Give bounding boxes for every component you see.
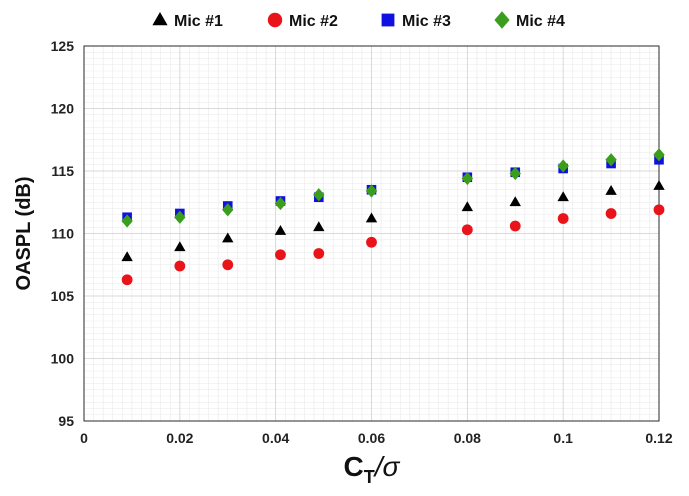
x-tick-label: 0.12 xyxy=(645,430,672,446)
series-4 xyxy=(121,148,665,228)
data-point xyxy=(222,232,234,243)
data-point xyxy=(222,259,234,271)
data-point xyxy=(509,196,521,207)
legend-label: Mic #1 xyxy=(174,13,223,30)
y-tick-label: 120 xyxy=(51,101,75,117)
y-tick-label: 95 xyxy=(58,413,74,429)
data-point xyxy=(557,191,569,202)
y-axis-label: OASPL (dB) xyxy=(13,176,35,290)
data-point xyxy=(366,236,377,248)
data-point xyxy=(461,171,474,186)
y-tick-label: 100 xyxy=(51,351,75,367)
data-point xyxy=(274,196,287,211)
data-point xyxy=(653,148,665,162)
x-axis-ticks: 0 0.02 0.04 0.06 0.08 0.1 0.12 xyxy=(80,430,673,446)
data-point xyxy=(174,260,186,272)
data-point xyxy=(461,201,474,212)
legend-label: Mic #4 xyxy=(516,13,565,30)
legend-marker xyxy=(152,12,168,26)
data-point xyxy=(313,248,325,259)
legend-item: Mic #2 xyxy=(267,12,338,30)
x-axis-label: CT/σ xyxy=(344,451,401,487)
data-point xyxy=(461,224,473,236)
data-point xyxy=(174,210,186,224)
data-point xyxy=(509,220,521,232)
data-point xyxy=(174,241,186,252)
legend-label: Mic #2 xyxy=(289,13,338,30)
x-tick-label: 0 xyxy=(80,430,88,446)
x-tick-label: 0.1 xyxy=(553,430,573,446)
y-tick-label: 105 xyxy=(51,288,75,304)
x-tick-label: 0.08 xyxy=(454,430,481,446)
legend-item: Mic #4 xyxy=(494,11,565,30)
data-point xyxy=(274,225,287,235)
legend-item: Mic #1 xyxy=(152,12,223,30)
data-point xyxy=(605,153,617,167)
data-point xyxy=(509,166,521,181)
data-point xyxy=(313,221,325,232)
plot-frame xyxy=(83,45,660,422)
x-tick-label: 0.04 xyxy=(262,430,289,446)
data-point xyxy=(365,212,378,223)
data-point xyxy=(653,204,665,216)
x-axis-label-main: C xyxy=(344,451,364,482)
data-point xyxy=(275,249,286,261)
data-point xyxy=(121,214,133,228)
x-tick-label: 0.02 xyxy=(166,430,193,446)
data-point xyxy=(313,188,325,202)
y-axis-ticks: 95 100 105 110 115 120 125 xyxy=(51,38,75,429)
legend-marker xyxy=(494,11,510,29)
series-2 xyxy=(121,204,665,286)
x-axis-label-rest: /σ xyxy=(373,451,401,482)
y-tick-label: 110 xyxy=(51,226,74,242)
data-point xyxy=(222,203,234,217)
data-point xyxy=(121,274,133,286)
legend: Mic #1 Mic #2 Mic #3 Mic #4 xyxy=(152,11,565,30)
data-point xyxy=(365,184,378,198)
legend-label: Mic #3 xyxy=(402,13,451,30)
plot-area xyxy=(83,45,660,422)
x-tick-label: 0.06 xyxy=(358,430,385,446)
legend-marker xyxy=(381,13,395,27)
data-markers xyxy=(121,148,665,286)
y-tick-label: 115 xyxy=(51,163,74,179)
y-tick-label: 125 xyxy=(51,38,75,54)
legend-marker xyxy=(267,12,283,28)
legend-item: Mic #3 xyxy=(381,13,451,30)
x-axis-label-subscript: T xyxy=(364,467,375,487)
data-point xyxy=(605,208,617,219)
data-point xyxy=(605,185,617,195)
data-point xyxy=(557,159,569,173)
data-point xyxy=(121,251,133,262)
series-1 xyxy=(121,180,665,262)
data-point xyxy=(557,213,569,224)
data-point xyxy=(653,180,665,190)
